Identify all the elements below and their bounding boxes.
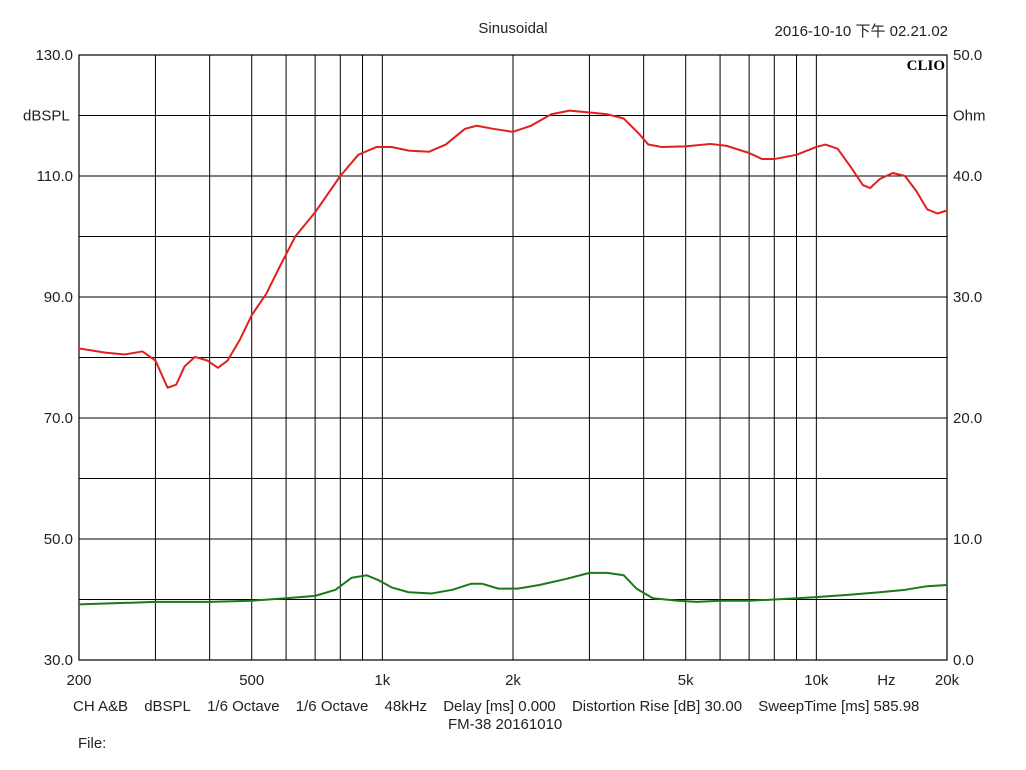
measurement-subtitle: FM-38 20161010 (448, 716, 563, 733)
y-right-tick-label: 20.0 (953, 410, 982, 427)
y-left-axis-label: dBSPL (23, 108, 70, 125)
file-label: File: (78, 735, 107, 752)
distortion-rise-field: Distortion Rise [dB] 30.00 (571, 698, 743, 715)
y-right-axis-label: Ohm (953, 108, 986, 125)
brand-logo: CLIO (907, 58, 945, 74)
measurement-settings: CH A&B dBSPL 1/6 Octave 1/6 Octave 48kHz… (73, 698, 931, 715)
x-tick-label: 2k (505, 672, 521, 689)
x-axis-label: Hz (877, 672, 895, 689)
plot-frame (78, 54, 948, 661)
x-tick-label: 200 (66, 672, 91, 689)
y-left-tick-label: 70.0 (44, 410, 73, 427)
x-tick-label: 5k (678, 672, 694, 689)
x-tick-label: 500 (239, 672, 264, 689)
spl-response-line (78, 109, 948, 389)
delay-field: Delay [ms] 0.000 (443, 698, 556, 715)
y-left-tick-label: 50.0 (44, 531, 73, 548)
x-tick-label: 20k (935, 672, 960, 689)
smoothing-field: 1/6 Octave (207, 698, 280, 715)
y-right-tick-label: 0.0 (953, 652, 974, 669)
y-right-tick-label: 10.0 (953, 531, 982, 548)
y-right-tick-label: 50.0 (953, 47, 982, 64)
y-right-tick-label: 40.0 (953, 168, 982, 185)
unit-field: dBSPL (144, 698, 191, 715)
y-left-tick-label: 110.0 (37, 168, 73, 185)
y-left-tick-label: 130.0 (35, 47, 73, 64)
y-left-tick-label: 30.0 (44, 652, 73, 669)
resolution-field: 1/6 Octave (295, 698, 369, 715)
y-left-tick-label: 90.0 (44, 289, 73, 306)
x-tick-label: 10k (804, 672, 829, 689)
sample-rate-field: 48kHz (384, 698, 428, 715)
y-right-tick-label: 30.0 (953, 289, 982, 306)
chart-title: Sinusoidal (478, 20, 548, 37)
x-tick-label: 1k (374, 672, 390, 689)
sweep-time-field: SweepTime [ms] 585.98 (758, 698, 920, 715)
channel-field: CH A&B (73, 698, 129, 715)
measurement-datetime: 2016-10-10 下午 02.21.02 (774, 23, 948, 40)
impedance-line (78, 571, 948, 606)
